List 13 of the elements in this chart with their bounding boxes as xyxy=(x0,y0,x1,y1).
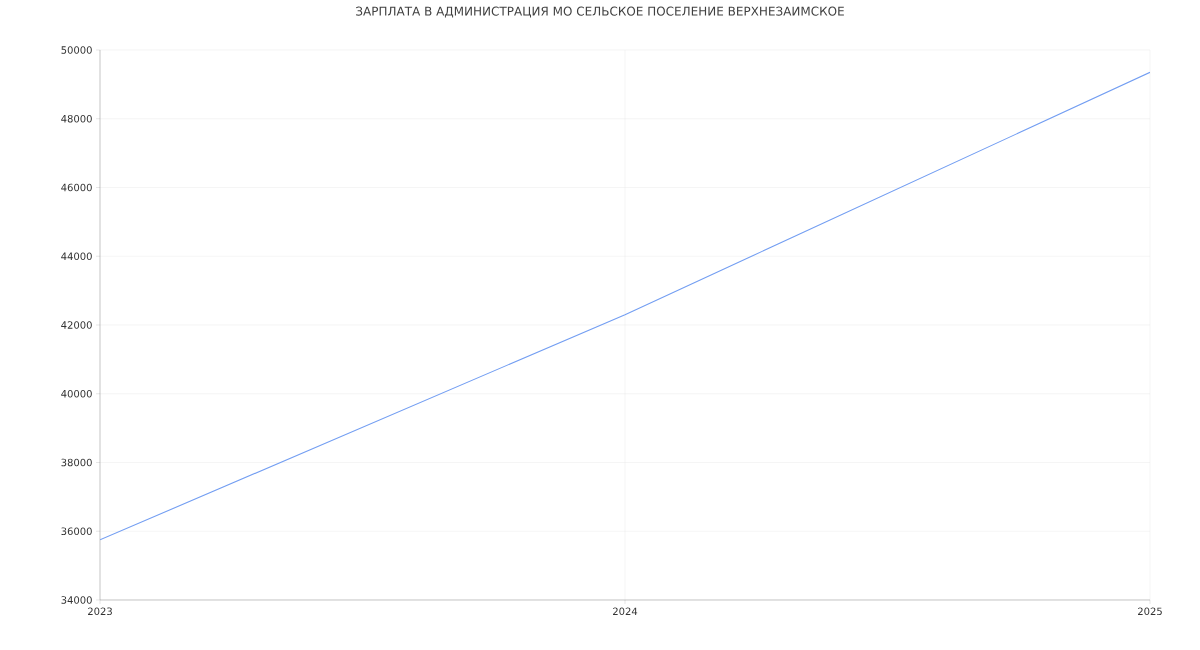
chart-title: ЗАРПЛАТА В АДМИНИСТРАЦИЯ МО СЕЛЬСКОЕ ПОСЕЛЕНИЕ ВЕРХНЕЗАИМСКОЕ xyxy=(356,6,844,18)
y-tick-label: 42000 xyxy=(61,321,92,329)
x-tick-label: 2023 xyxy=(88,607,112,616)
y-tick-label: 50000 xyxy=(61,46,92,54)
y-tick-label: 48000 xyxy=(61,114,92,123)
y-tick-label: 36000 xyxy=(61,527,92,536)
x-tick-label: 2024 xyxy=(613,607,638,616)
y-tick-label: 46000 xyxy=(61,183,92,192)
y-tick-label: 38000 xyxy=(61,458,92,467)
y-tick-label: 44000 xyxy=(61,252,92,261)
y-tick-label: 40000 xyxy=(61,389,92,398)
x-tick-label: 2025 xyxy=(1138,607,1162,616)
y-tick-label: 34000 xyxy=(61,596,92,604)
